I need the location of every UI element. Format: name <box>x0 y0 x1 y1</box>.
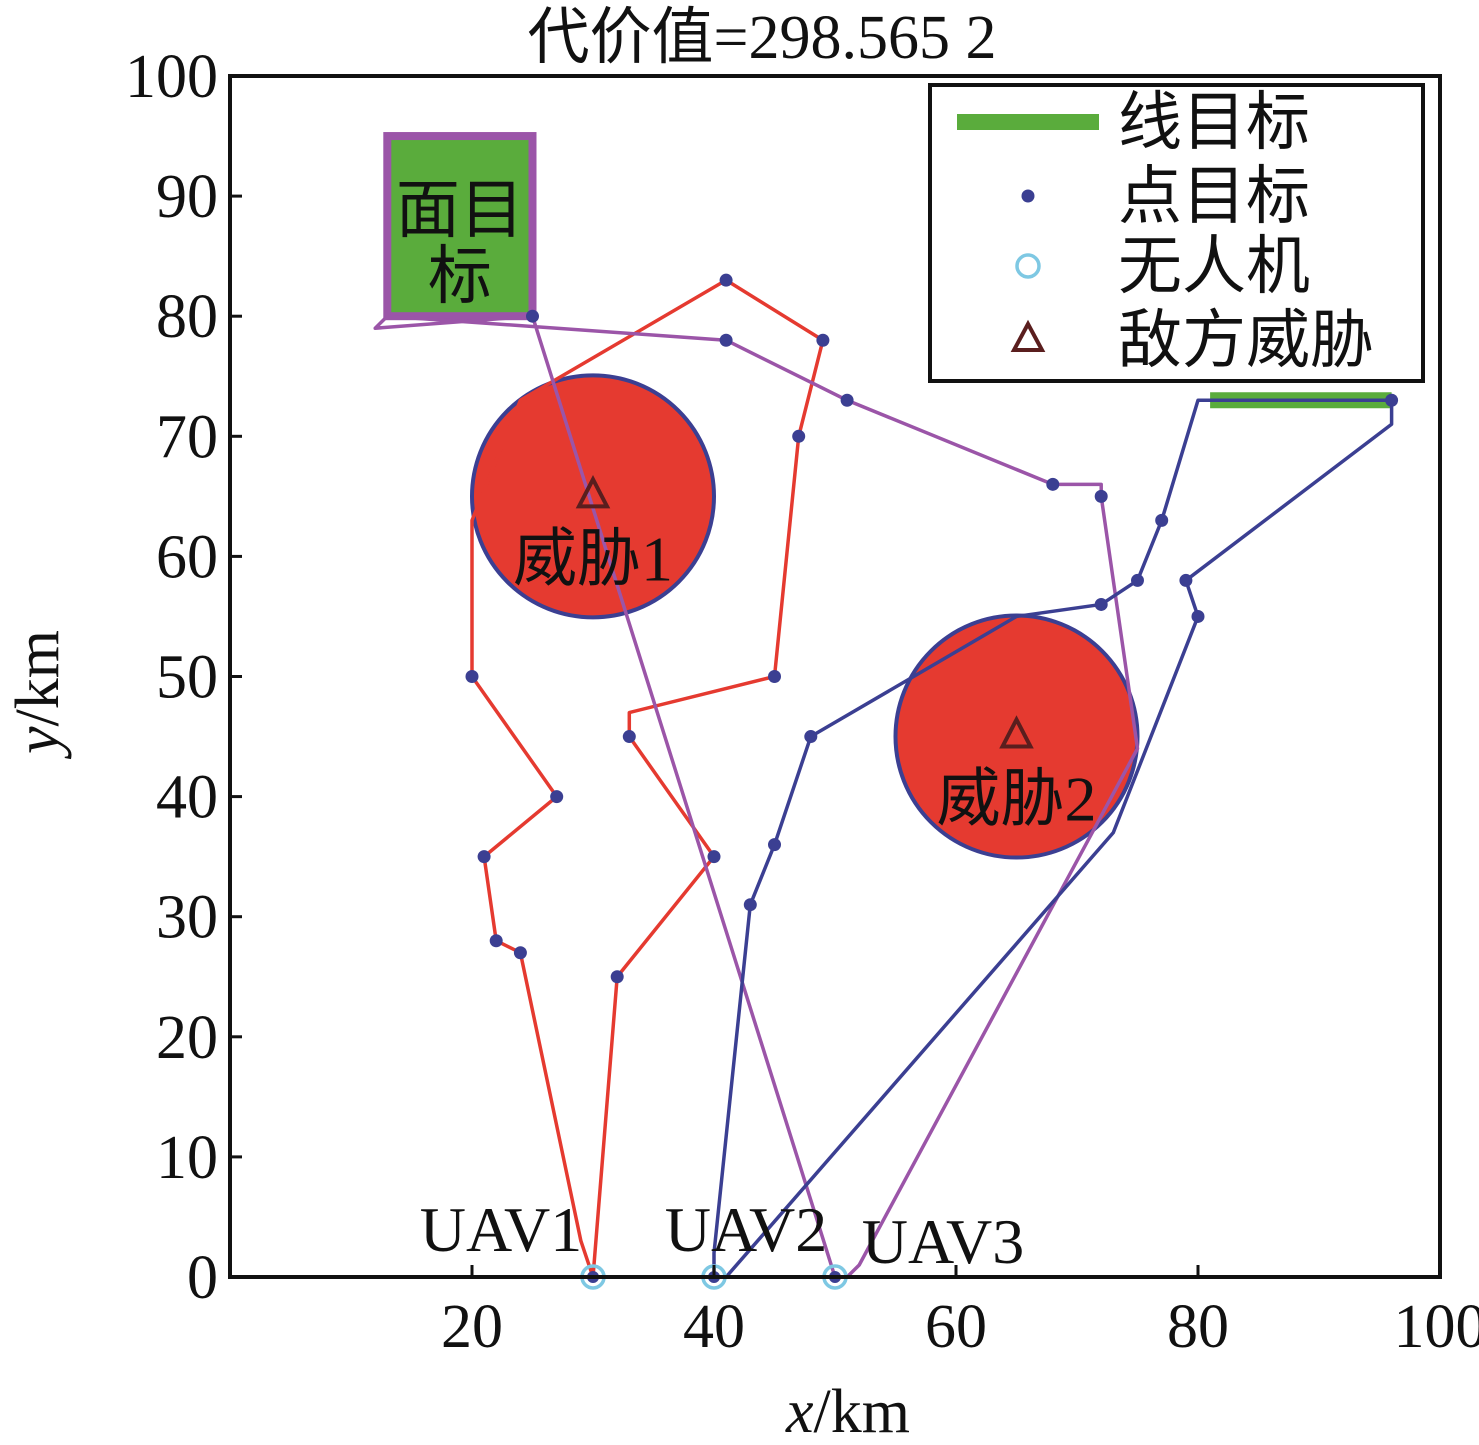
legend-label-3: 无人机 <box>1118 231 1310 302</box>
legend-swatch-threat <box>1010 319 1046 352</box>
point-target-8 <box>1155 513 1169 527</box>
point-target-18 <box>550 790 564 804</box>
uav-label-2: UAV2 <box>665 1194 827 1265</box>
point-target-26 <box>526 309 539 323</box>
point-target-21 <box>489 934 503 948</box>
y-tick-label-0: 0 <box>187 1244 218 1312</box>
point-target-10 <box>1094 597 1108 611</box>
uav-label-3: UAV3 <box>862 1206 1024 1277</box>
y-tick-label-90: 90 <box>156 163 218 231</box>
y-tick-label-100: 100 <box>125 43 218 111</box>
threat-label-2: 威胁2 <box>937 764 1097 835</box>
area-target-label-line2: 标 <box>428 241 492 312</box>
y-tick-label-30: 30 <box>156 884 218 952</box>
chart-title: 代价值=298.565 2 <box>528 4 997 72</box>
area-target-label-line1: 面目 <box>396 175 524 246</box>
point-target-7 <box>1094 489 1108 503</box>
y-tick-label-40: 40 <box>156 764 218 832</box>
point-target-14 <box>768 670 781 683</box>
uav-label-1: UAV1 <box>420 1194 582 1265</box>
y-tick-label-10: 10 <box>156 1124 218 1192</box>
point-target-13 <box>1385 393 1399 407</box>
x-axis-label-unit: /km <box>814 1378 910 1445</box>
y-axis-label-unit: /km <box>4 630 72 726</box>
area-target <box>383 132 537 321</box>
legend-label-4: 敌方威胁 <box>1118 305 1374 376</box>
point-target-1 <box>719 273 733 287</box>
point-target-15 <box>622 730 636 744</box>
uav-path-3 <box>712 398 1394 1277</box>
point-target-5 <box>840 393 854 407</box>
point-target-12 <box>1191 609 1205 623</box>
x-tick-label-60: 60 <box>925 1293 987 1361</box>
x-tick-label-40: 40 <box>683 1293 745 1361</box>
legend-box <box>928 83 1425 383</box>
x-axis-label-var: x <box>785 1378 814 1445</box>
legend-swatch-point-target <box>1021 189 1035 203</box>
legend-label-2: 点目标 <box>1118 161 1310 232</box>
y-tick-label-50: 50 <box>156 644 218 712</box>
x-tick-label-100: 100 <box>1394 1293 1479 1361</box>
point-target-23 <box>804 730 818 744</box>
y-tick-label-60: 60 <box>156 523 218 591</box>
point-target-25 <box>743 898 757 912</box>
legend-swatch-uav <box>1015 253 1041 279</box>
plot-area <box>373 132 1399 1277</box>
point-target-9 <box>1131 573 1144 587</box>
point-target-2 <box>719 333 733 347</box>
plot-layer: 威胁1 威胁2 面目标 UAV1 UAV2 UAV3 <box>373 132 1399 1290</box>
y-tick-label-70: 70 <box>156 403 218 471</box>
point-target-6 <box>1046 477 1060 491</box>
point-target-16 <box>707 850 721 864</box>
uav-path-2 <box>373 314 1140 1277</box>
point-target-11 <box>1179 573 1193 587</box>
legend-label-1: 线目标 <box>1118 87 1310 158</box>
point-target-19 <box>465 670 479 683</box>
x-tick-label-20: 20 <box>441 1293 503 1361</box>
threat-zone-1 <box>470 373 716 620</box>
point-target-22 <box>513 946 527 960</box>
y-axis-label-var: y <box>4 726 72 760</box>
point-target-17 <box>610 970 624 984</box>
point-target-20 <box>477 850 491 864</box>
x-axis-label: x/km <box>785 1378 910 1445</box>
y-axis-label: y/km <box>4 630 72 760</box>
x-tick-label-80: 80 <box>1167 1293 1229 1361</box>
y-tick-label-80: 80 <box>156 283 218 351</box>
threat-marker-2 <box>999 715 1034 749</box>
point-target-3 <box>816 333 830 347</box>
y-tick-label-20: 20 <box>156 1004 218 1072</box>
threat-marker-1 <box>575 475 611 509</box>
threat-label-1: 威胁1 <box>513 523 673 594</box>
point-target-4 <box>792 429 806 443</box>
point-target-24 <box>768 838 781 852</box>
axes-layer: 20 40 60 80 100 0 10 20 30 40 50 60 70 80 90 100 代价值=298… <box>4 4 1479 1445</box>
